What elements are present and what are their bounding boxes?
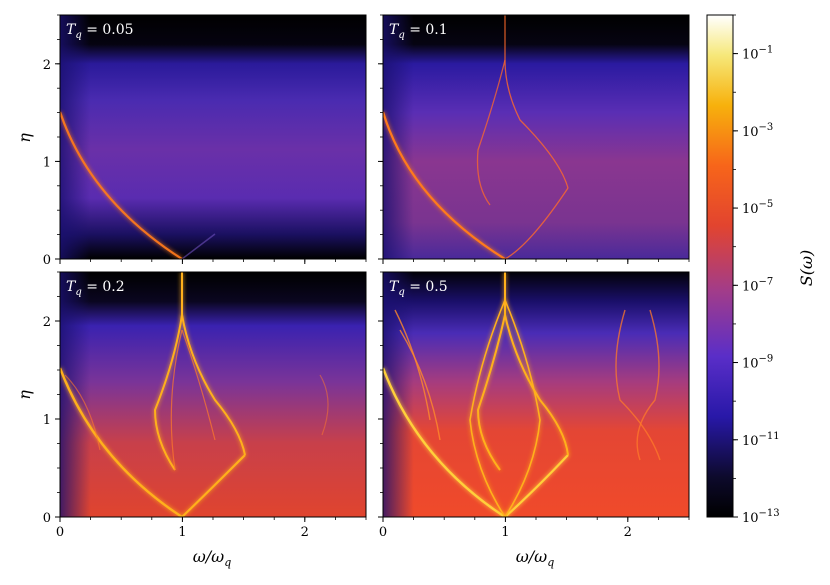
colorbar-tick-label: 10−7	[742, 276, 773, 294]
axes: 0 1 2 0 1 2 0 1 2 0 1 2	[43, 14, 690, 540]
colorbar-tick-label: 10−3	[742, 122, 773, 140]
x-tick-label: 0	[56, 525, 64, 540]
y-tick-label: 0	[43, 253, 51, 268]
x-tick-label: 1	[178, 525, 186, 540]
colorbar-label: S(ω)	[797, 250, 816, 287]
colorbar-gradient	[706, 14, 734, 518]
colorbar-tick-label: 10−13	[742, 508, 780, 526]
colorbar: 10−13 10−11 10−9 10−7 10−5 10−3 10−1 S(ω)	[706, 14, 816, 526]
x-tick-label: 2	[301, 525, 309, 540]
y-tick-label: 0	[43, 511, 51, 526]
panel-3: Tq = 0.2	[59, 271, 367, 518]
colorbar-tick-label: 10−1	[742, 45, 773, 63]
panel-1-label: Tq = 0.05	[66, 22, 134, 41]
panel-3-dispersion-branch	[60, 367, 183, 517]
y-tick-label: 2	[43, 58, 51, 73]
x-axis-label-right: ω/ωq	[516, 547, 555, 569]
colorbar-ticks: 10−13 10−11 10−9 10−7 10−5 10−3 10−1	[733, 14, 780, 526]
panel-1: Tq = 0.05	[59, 14, 367, 260]
y-axis-label-bottom: η	[15, 390, 34, 400]
panel-4-dispersion-branch	[383, 367, 506, 517]
x-tick-label: 2	[624, 525, 632, 540]
panel-2: Tq = 0.1	[382, 14, 690, 260]
y-tick-label: 2	[43, 315, 51, 330]
y-axis-label-top: η	[15, 133, 34, 143]
panel-1-dispersion-branch	[60, 111, 183, 259]
colorbar-tick-label: 10−5	[742, 199, 773, 217]
panel-3-label: Tq = 0.2	[66, 279, 125, 298]
colorbar-tick-label: 10−9	[742, 354, 773, 372]
x-axis-label-left: ω/ωq	[193, 547, 232, 569]
panel-4: Tq = 0.5	[382, 271, 690, 518]
panel-2-dispersion-branch	[383, 111, 506, 259]
y-tick-label: 1	[43, 155, 51, 170]
y-tick-label: 1	[43, 413, 51, 428]
panel-2-label: Tq = 0.1	[389, 22, 448, 41]
x-tick-label: 1	[501, 525, 509, 540]
x-tick-label: 0	[379, 525, 387, 540]
panel-4-label: Tq = 0.5	[389, 279, 448, 298]
colorbar-tick-label: 10−11	[742, 431, 780, 449]
